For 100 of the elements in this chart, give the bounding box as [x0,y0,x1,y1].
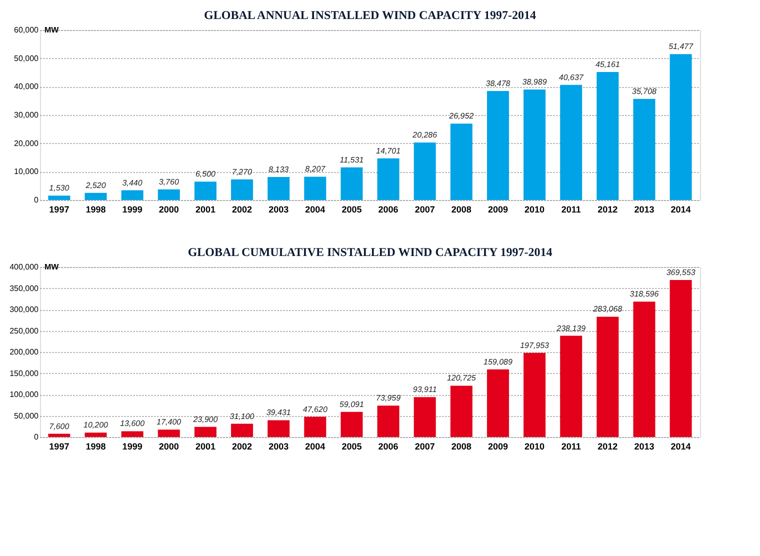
x-tick-label: 2003 [268,442,289,452]
y-axis-title: MW [44,262,60,272]
data-label: 8,133 [268,164,290,174]
bar [340,167,363,200]
data-label: 2,520 [84,180,106,190]
data-label: 51,477 [668,42,694,52]
x-tick-label: 2014 [670,442,691,452]
x-tick-label: 2013 [634,204,654,214]
bar [524,352,546,437]
x-tick-label: 2007 [414,442,435,452]
y-tick-label: 50,000 [14,411,40,420]
data-label: 197,953 [520,340,550,350]
bar [304,176,326,200]
bar [596,316,619,437]
bar [450,124,472,200]
bar [121,431,144,437]
x-tick-label: 2002 [232,442,252,452]
x-tick-label: 2012 [598,442,618,452]
bar [48,434,70,437]
data-label: 59,091 [339,400,364,409]
y-tick-label: 30,000 [14,110,40,120]
bar [450,386,472,437]
x-tick-label: 2008 [451,204,472,214]
bar [231,179,254,200]
x-tick-label: 2011 [561,204,581,214]
bar [48,196,70,200]
data-label: 93,911 [412,385,437,394]
x-tick-label: 2000 [158,442,179,452]
y-axis-title: MW [44,26,60,34]
bar [158,189,180,200]
data-label: 7,270 [232,167,253,176]
bar [121,190,144,200]
x-tick-label: 2009 [488,442,508,452]
x-tick-label: 1998 [86,204,106,214]
data-label: 23,900 [192,414,218,424]
bar [340,412,363,437]
data-label: 318,596 [630,290,660,299]
y-tick-label: 350,000 [10,284,40,293]
x-tick-label: 2009 [488,204,508,214]
data-label: 26,952 [448,112,474,121]
bar [84,432,107,437]
data-label: 10,200 [84,420,109,430]
data-label: 283,068 [592,304,623,314]
data-label: 40,637 [558,72,584,82]
y-tick-label: 20,000 [14,138,40,148]
x-tick-label: 2010 [524,442,545,452]
data-label: 73,959 [376,394,402,403]
x-tick-label: 2014 [670,204,691,214]
data-label: 38,989 [522,78,548,87]
x-tick-label: 2004 [305,204,326,214]
data-label: 45,161 [595,60,620,70]
data-label: 238,139 [556,324,586,333]
bar [524,90,546,200]
data-label: 11,531 [340,155,364,164]
y-tick-label: 250,000 [10,326,40,336]
y-tick-label: 200,000 [10,348,40,356]
bar [560,336,582,437]
x-tick-label: 2013 [634,442,654,452]
bar [633,98,656,200]
data-label: 14,701 [376,146,401,156]
y-tick-label: 0 [34,196,40,204]
y-tick-label: 100,000 [10,390,40,399]
bar [486,369,509,437]
data-label: 17,400 [156,418,182,427]
x-tick-label: 1997 [49,204,70,214]
y-tick-label: 150,000 [10,368,40,378]
data-label: 8,207 [305,164,326,174]
data-label: 3,760 [158,177,180,186]
x-tick-label: 1999 [122,204,142,214]
x-tick-label: 2006 [378,204,398,214]
x-tick-label: 1998 [86,442,106,452]
x-tick-label: 1997 [49,442,70,452]
bar [670,54,692,200]
y-tick-label: 50,000 [14,54,40,63]
y-tick-label: 10,000 [14,167,40,176]
bar [486,90,509,200]
bar [414,142,436,200]
bar [194,182,216,200]
data-label: 47,620 [302,404,328,414]
bar [194,426,216,437]
bar [84,192,107,200]
x-tick-label: 2006 [378,442,398,452]
data-label: 13,600 [120,419,146,428]
bar [377,406,400,437]
y-tick-label: 0 [34,432,40,442]
data-label: 369,553 [666,268,696,277]
chart-title: GLOBAL ANNUAL INSTALLED WIND CAPACITY 1997-2014 [204,8,536,22]
x-tick-label: 2010 [524,204,545,214]
data-label: 38,478 [486,78,511,88]
x-tick-label: 2005 [342,204,362,214]
bar [304,416,326,437]
x-tick-label: 2012 [598,204,618,214]
x-tick-label: 2000 [158,204,179,214]
x-tick-label: 2011 [561,442,581,452]
bar [633,302,656,437]
data-label: 3,440 [122,178,143,188]
x-tick-label: 2003 [268,204,289,214]
bar [158,430,180,437]
bar [268,176,290,200]
bar [670,280,692,437]
